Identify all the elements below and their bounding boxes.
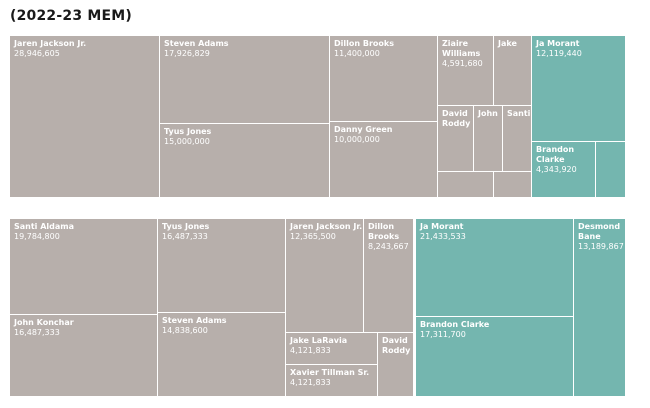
tile-value: 14,838,600 <box>162 326 208 335</box>
tile-name: David Roddy <box>382 336 411 355</box>
tile-name: Tyus Jones <box>164 127 212 136</box>
treemap-tile-dillon-brooks-5: Dillon Brooks 8,243,667 <box>364 219 414 333</box>
tile-label: Danny Green 10,000,000 <box>334 125 393 145</box>
tile-label: Jake LaRavia 4,121,833 <box>290 336 347 356</box>
tile-label: Brandon Clarke 4,343,920 <box>536 145 595 175</box>
tile-name: Xavier Tillman Sr. <box>290 368 370 377</box>
tile-value: 21,433,533 <box>420 232 466 241</box>
tile-label: Brandon Clarke 17,311,700 <box>420 320 489 340</box>
treemap-tile-steven-adams-1: Steven Adams 17,926,829 <box>160 36 330 124</box>
page-title: (2022-23 MEM) <box>10 8 132 24</box>
tile-value: 10,000,000 <box>334 135 380 144</box>
treemap-tile-jaren-jackson-jr-4: Jaren Jackson Jr. 12,365,500 <box>286 219 364 333</box>
tile-name: Dillon Brooks <box>334 39 394 48</box>
tile-value: 17,311,700 <box>420 330 466 339</box>
treemap-tile-ja-morant-9: Ja Morant 21,433,533 <box>416 219 574 317</box>
treemap-tile-david-roddy-7: David Roddy <box>438 106 474 172</box>
treemap-tile-jake-laravia-6: Jake LaRavia 4,121,833 <box>286 333 378 365</box>
tile-name: Jaren Jackson Jr. <box>14 39 87 48</box>
tile-value: 13,189,867 <box>578 242 624 251</box>
tile-value: 12,365,500 <box>290 232 336 241</box>
tile-label: Jaren Jackson Jr. 28,946,605 <box>14 39 86 59</box>
tile-label: Dillon Brooks 11,400,000 <box>334 39 394 59</box>
tile-label: David Roddy <box>382 336 413 356</box>
tile-value: 8,243,667 <box>368 242 409 251</box>
tile-value: 4,121,833 <box>290 346 331 355</box>
tile-label: Xavier Tillman Sr. 4,121,833 <box>290 368 369 388</box>
tile-name: David Roddy <box>442 109 471 128</box>
treemap-tile-santi-aldama-0: Santi Aldama 19,784,800 <box>10 219 158 315</box>
treemap-tile-john-8: John <box>474 106 503 172</box>
tile-name: Jaren Jackson Jr. <box>290 222 363 231</box>
tile-value: 4,121,833 <box>290 378 331 387</box>
tile-value: 15,000,000 <box>164 137 210 146</box>
tile-label: Santi Aldama 19,784,800 <box>14 222 74 242</box>
tile-value: 16,487,333 <box>162 232 208 241</box>
tile-name: Steven Adams <box>164 39 229 48</box>
tile-name: Ja Morant <box>420 222 464 231</box>
tile-name: Tyus Jones <box>162 222 210 231</box>
treemap-tile-desmond-bane-10: Desmond Bane 13,189,867 <box>574 219 626 397</box>
treemap-tile-xavier-tillman-sr-8: Xavier Tillman Sr. 4,121,833 <box>286 365 378 397</box>
tile-label: Desmond Bane 13,189,867 <box>578 222 625 252</box>
tile-name: Dillon Brooks <box>368 222 400 241</box>
tile-name: Steven Adams <box>162 316 227 325</box>
tile-value: 17,926,829 <box>164 49 210 58</box>
tile-name: Ja Morant <box>536 39 580 48</box>
tile-label: John Konchar 16,487,333 <box>14 318 74 338</box>
tile-name: John <box>478 109 498 118</box>
tile-value: 11,400,000 <box>334 49 380 58</box>
tile-value: 4,343,920 <box>536 165 577 174</box>
tile-label: Jake <box>498 39 517 49</box>
tile-label: John <box>478 109 498 119</box>
tile-label: David Roddy <box>442 109 473 129</box>
treemap-tile-tyus-jones-2: Tyus Jones 15,000,000 <box>160 124 330 198</box>
tile-label: Dillon Brooks 8,243,667 <box>368 222 413 252</box>
treemap-tile-dillon-brooks-3: Dillon Brooks 11,400,000 <box>330 36 438 122</box>
tile-name: Brandon Clarke <box>536 145 575 164</box>
tile-label: Santi <box>507 109 530 119</box>
treemap-tile-brandon-clarke-14: Brandon Clarke 4,343,920 <box>532 142 596 198</box>
tile-name: Desmond Bane <box>578 222 621 241</box>
tile-value: 19,784,800 <box>14 232 60 241</box>
tile-label: Ziaire Williams 4,591,680 <box>442 39 493 69</box>
tile-value: 4,591,680 <box>442 59 483 68</box>
treemap-tile-john-konchar-1: John Konchar 16,487,333 <box>10 315 158 397</box>
tile-label: Ja Morant 12,119,440 <box>536 39 582 59</box>
tile-name: Ziaire Williams <box>442 39 481 58</box>
treemap-tile-tile-15 <box>596 142 626 198</box>
treemap-tile-tile-10 <box>438 172 494 198</box>
tile-label: Tyus Jones 15,000,000 <box>164 127 211 147</box>
tile-label: Steven Adams 14,838,600 <box>162 316 227 336</box>
tile-value: 16,487,333 <box>14 328 60 337</box>
tile-label: Jaren Jackson Jr. 12,365,500 <box>290 222 362 242</box>
tile-name: Brandon Clarke <box>420 320 490 329</box>
treemap-tile-santi-9: Santi <box>503 106 532 172</box>
tile-name: Santi Aldama <box>14 222 74 231</box>
tile-name: Jake <box>498 39 517 48</box>
tile-value: 12,119,440 <box>536 49 582 58</box>
tile-label: Tyus Jones 16,487,333 <box>162 222 209 242</box>
tile-value: 28,946,605 <box>14 49 60 58</box>
tile-name: Danny Green <box>334 125 393 134</box>
tile-name: Jake LaRavia <box>290 336 348 345</box>
tile-label: Ja Morant 21,433,533 <box>420 222 466 242</box>
treemap-tile-tyus-jones-2: Tyus Jones 16,487,333 <box>158 219 286 313</box>
treemap-tile-ja-morant-13: Ja Morant 12,119,440 <box>532 36 626 142</box>
treemap-tile-jake-6: Jake <box>494 36 532 106</box>
treemap-tile-jaren-jackson-jr-0: Jaren Jackson Jr. 28,946,605 <box>10 36 160 198</box>
tile-name: John Konchar <box>14 318 74 327</box>
treemap-tile-steven-adams-3: Steven Adams 14,838,600 <box>158 313 286 397</box>
treemap-tile-ziaire-williams-5: Ziaire Williams 4,591,680 <box>438 36 494 106</box>
treemap-tile-tile-11 <box>494 172 532 198</box>
tile-label: Steven Adams 17,926,829 <box>164 39 229 59</box>
treemap-tile-david-roddy-7: David Roddy <box>378 333 414 397</box>
treemap-tile-danny-green-4: Danny Green 10,000,000 <box>330 122 438 198</box>
tile-name: Santi <box>507 109 531 118</box>
treemap-tile-brandon-clarke-11: Brandon Clarke 17,311,700 <box>416 317 574 397</box>
